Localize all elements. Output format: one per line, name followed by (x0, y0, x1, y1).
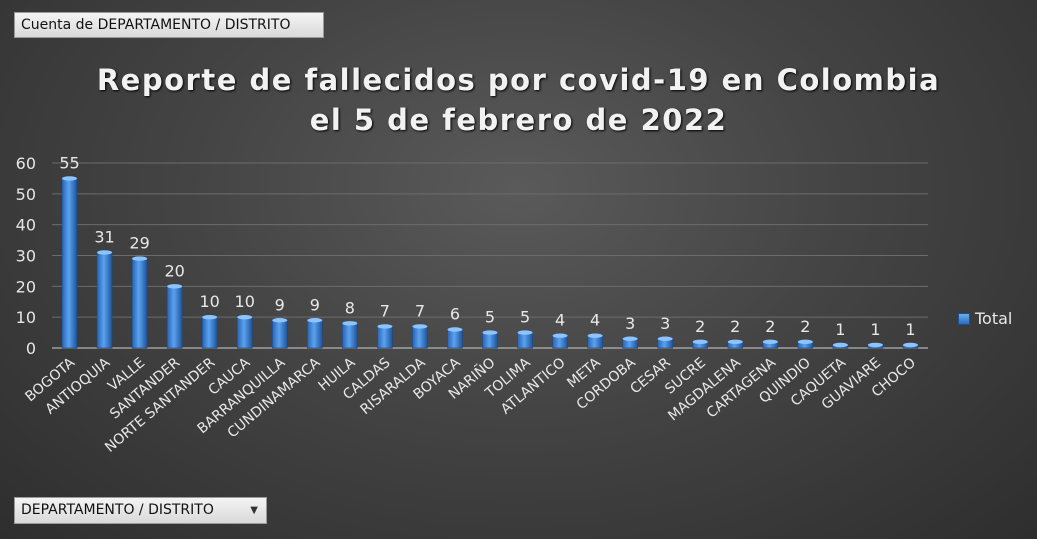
bar-cap (587, 333, 603, 338)
legend-swatch (958, 312, 970, 325)
data-label: 10 (200, 292, 220, 311)
bar (306, 319, 323, 349)
dropdown-arrow-icon: ▼ (250, 505, 258, 516)
data-label: 1 (835, 320, 845, 339)
bar-cap (167, 284, 183, 289)
bar-cap (482, 330, 498, 335)
data-label: 2 (800, 317, 810, 336)
bar (377, 326, 393, 349)
bar (166, 286, 183, 349)
bar-cap (132, 256, 148, 261)
data-label: 9 (275, 295, 285, 314)
bar-cap (377, 324, 393, 329)
bar-cap (657, 336, 673, 341)
data-label: 4 (555, 311, 565, 330)
y-tick-label: 0 (26, 339, 36, 358)
data-label: 55 (59, 153, 79, 172)
data-label: 7 (380, 301, 390, 320)
data-label: 1 (870, 320, 880, 339)
data-label: 7 (415, 301, 425, 320)
data-label: 6 (450, 305, 460, 324)
bar-cap (237, 314, 253, 320)
bar-cap (832, 342, 848, 348)
bar-cap (762, 339, 778, 345)
chart-title: Reporte de fallecidos por covid-19 en Co… (0, 60, 1037, 140)
bar-cap (552, 333, 568, 338)
bar-cap (692, 339, 708, 345)
bar-cap (342, 321, 358, 326)
y-tick-label: 40 (16, 216, 36, 235)
bar-cap (902, 342, 918, 348)
data-label: 2 (730, 317, 740, 336)
axis-field-label: DEPARTAMENTO / DISTRITO (21, 502, 214, 518)
bar-cap (272, 318, 288, 323)
data-label: 8 (345, 298, 355, 317)
bar-cap (412, 324, 428, 329)
bar-cap (727, 339, 743, 345)
data-label: 29 (129, 234, 149, 253)
data-label: 20 (164, 261, 184, 280)
bar (96, 252, 113, 349)
bar (236, 316, 253, 349)
bar (447, 329, 463, 349)
data-label: 3 (625, 314, 635, 333)
y-tick-label: 30 (16, 247, 36, 266)
data-label: 2 (765, 317, 775, 336)
y-tick-label: 60 (16, 154, 36, 173)
bar-cap (202, 314, 218, 320)
pivot-value-field-button[interactable]: Cuenta de DEPARTAMENTO / DISTRITO (14, 12, 324, 38)
data-label: 5 (520, 308, 530, 327)
bar (412, 326, 428, 349)
bar-cap (62, 176, 78, 181)
bar (131, 258, 148, 349)
data-label: 10 (235, 292, 255, 311)
y-tick-label: 50 (16, 185, 36, 204)
pivot-value-field-label: Cuenta de DEPARTAMENTO / DISTRITO (21, 17, 291, 33)
chart-title-line-2: el 5 de febrero de 2022 (309, 103, 728, 137)
bar (61, 178, 78, 349)
y-tick-label: 10 (16, 308, 36, 327)
data-label: 2 (695, 317, 705, 336)
data-label: 9 (310, 295, 320, 314)
data-label: 5 (485, 308, 495, 327)
legend: Total (958, 309, 1012, 328)
data-label: 1 (905, 320, 915, 339)
data-label: 31 (94, 227, 114, 246)
bar (201, 316, 218, 349)
data-label: 3 (660, 314, 670, 333)
bar-cap (867, 342, 883, 348)
bar (482, 332, 498, 349)
axis-field-filter-button[interactable]: DEPARTAMENTO / DISTRITO ▼ (14, 497, 267, 524)
bar-cap (517, 330, 533, 335)
bar-cap (797, 339, 813, 345)
y-tick-label: 20 (16, 277, 36, 296)
bar (342, 323, 358, 349)
bar-cap (622, 336, 638, 341)
data-label: 4 (590, 311, 600, 330)
legend-label: Total (975, 309, 1013, 328)
chart-title-line-1: Reporte de fallecidos por covid-19 en Co… (96, 63, 941, 97)
bar-cap (97, 250, 113, 255)
bar-cap (447, 327, 463, 332)
bar (271, 319, 288, 349)
bar (517, 332, 533, 349)
bar-cap (307, 318, 323, 323)
